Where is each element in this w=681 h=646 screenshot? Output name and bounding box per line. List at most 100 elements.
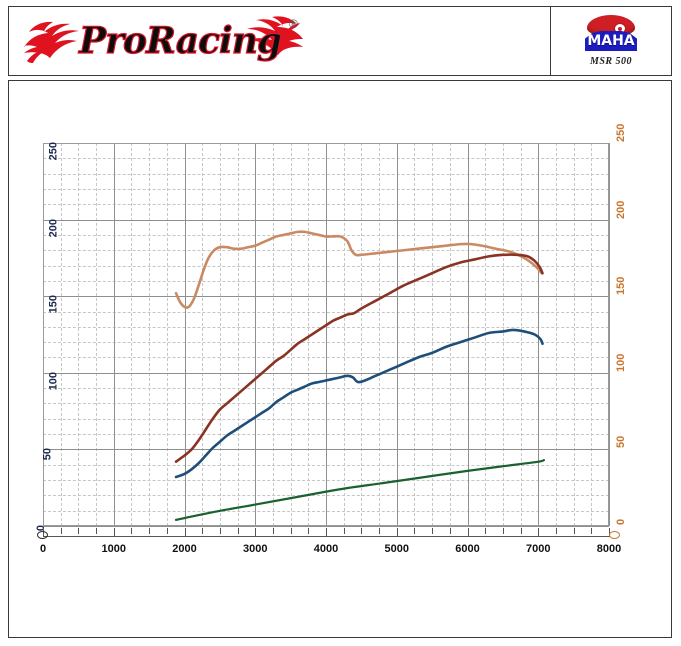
registered-trademark-icon: ® <box>289 17 298 31</box>
gridline-minor-vertical <box>520 143 522 526</box>
gridline-minor-vertical <box>78 143 80 526</box>
gridline-major-vertical <box>396 143 398 526</box>
proracing-logo: ProRacing ® <box>21 11 321 73</box>
y-axis-right-tick-label: 200 <box>615 200 627 219</box>
x-axis-tick <box>432 528 434 534</box>
gridline-minor-vertical <box>414 143 416 526</box>
x-axis-tick <box>149 528 151 534</box>
x-axis-tick <box>379 528 381 534</box>
gridline-major-vertical <box>609 143 610 526</box>
chart-frame: 0 50 100 150 200 250 0 50 100 150 200 250 0 1000 200… <box>8 80 672 638</box>
x-axis-tick <box>290 528 292 534</box>
y-axis-left-tick-label: 100 <box>47 371 60 391</box>
gridline-major-vertical <box>255 143 257 526</box>
x-axis-tick <box>96 528 98 534</box>
x-axis-tick <box>308 528 310 534</box>
gridline-minor-vertical <box>202 143 204 526</box>
x-axis-tick <box>78 528 80 534</box>
curve-layer <box>174 230 546 521</box>
gridline-minor-vertical <box>219 143 221 526</box>
brand-logo-area: ProRacing ® <box>9 7 550 75</box>
gridline-major-horizontal <box>43 372 609 374</box>
x-axis-tick <box>113 528 115 537</box>
x-axis-tick-label: 1000 <box>101 543 126 555</box>
gridline-minor-vertical <box>60 143 62 526</box>
gridline-major-vertical <box>326 143 327 526</box>
y-axis-right-tick-label: 100 <box>615 353 627 372</box>
x-axis-right-cap-icon <box>609 531 620 539</box>
x-axis-tick <box>202 528 204 534</box>
gridline-major-vertical <box>184 143 186 526</box>
gridline-major-vertical <box>467 143 469 526</box>
report-header: ProRacing ® MAHA MSR 500 <box>8 6 672 76</box>
gridline-major-vertical <box>113 143 115 526</box>
plot-area <box>43 143 610 527</box>
gridline-major-vertical <box>538 143 540 526</box>
gridline-minor-vertical <box>149 143 151 526</box>
x-axis-tick <box>255 528 257 537</box>
x-axis-tick <box>502 528 504 534</box>
gridline-minor-vertical <box>343 143 345 526</box>
flame-right-icon <box>247 16 303 55</box>
x-axis-tick <box>272 528 274 534</box>
flame-left-icon <box>24 21 79 63</box>
gridline-minor-vertical <box>449 143 451 526</box>
x-axis-tick-label: 4000 <box>313 543 339 555</box>
device-model-label: MSR 500 <box>589 56 633 67</box>
curve-power-engine <box>174 328 544 479</box>
gridline-minor-vertical <box>290 143 292 526</box>
curve-drag-loss <box>174 459 546 521</box>
x-axis-tick-label: 6000 <box>455 543 480 555</box>
x-axis-tick <box>520 528 522 534</box>
x-axis-tick <box>361 528 363 534</box>
brand-wordmark: ProRacing <box>78 19 282 62</box>
x-axis-tick <box>343 528 345 534</box>
x-axis-ticks <box>43 528 610 537</box>
y-axis-right-tick-label: 150 <box>615 276 627 296</box>
gridline-minor-vertical <box>96 143 98 526</box>
device-logo-area: MAHA MSR 500 <box>551 7 671 75</box>
maha-wordmark: MAHA <box>587 33 635 49</box>
x-axis-tick-label: 7000 <box>526 543 551 555</box>
x-axis-tick-label: 0 <box>39 543 47 555</box>
x-axis-tick <box>467 528 469 537</box>
x-axis-tick <box>555 528 557 534</box>
header-divider <box>550 7 551 75</box>
gridline-minor-vertical <box>591 143 593 526</box>
x-axis-tick <box>396 528 398 537</box>
curve-power-wheel <box>174 253 544 463</box>
gridline-minor-vertical <box>379 143 381 526</box>
x-axis-tick <box>326 528 327 537</box>
x-axis-tick <box>219 528 221 534</box>
y-axis-right-tick-label: 50 <box>615 436 627 449</box>
gridline-minor-vertical <box>272 143 274 526</box>
gridline-major-horizontal <box>43 219 609 221</box>
x-axis-tick-label: 8000 <box>596 543 622 555</box>
y-axis-left-tick-label: 150 <box>47 295 60 314</box>
y-axis-right-tick-label: 250 <box>615 123 627 142</box>
x-axis-tick <box>60 528 62 534</box>
gridline-minor-vertical <box>131 143 133 526</box>
x-axis-tick <box>414 528 416 534</box>
x-axis-tick <box>131 528 133 534</box>
x-axis-left-cap-icon <box>37 531 48 539</box>
y-axis-left-tick-label: 50 <box>41 448 54 461</box>
gridline-minor-vertical <box>573 143 575 526</box>
x-axis-tick <box>485 528 487 534</box>
x-axis-tick <box>538 528 540 537</box>
maha-logo-icon: MAHA <box>579 15 643 53</box>
gridline-major-horizontal <box>43 526 609 527</box>
y-axis-left-tick-label: 200 <box>47 218 60 237</box>
gridline-minor-vertical <box>361 143 363 526</box>
curve-torque <box>174 230 544 309</box>
x-axis-tick <box>573 528 575 534</box>
gridline-minor-vertical <box>308 143 310 526</box>
gridline-minor-vertical <box>237 143 239 526</box>
x-axis-tick <box>166 528 168 534</box>
x-axis-tick-label: 2000 <box>172 543 197 555</box>
gridline-minor-vertical <box>432 143 434 526</box>
y-axis-left-tick-label: 250 <box>47 142 60 161</box>
x-axis-tick-label: 5000 <box>384 543 409 555</box>
x-axis-tick <box>591 528 593 534</box>
